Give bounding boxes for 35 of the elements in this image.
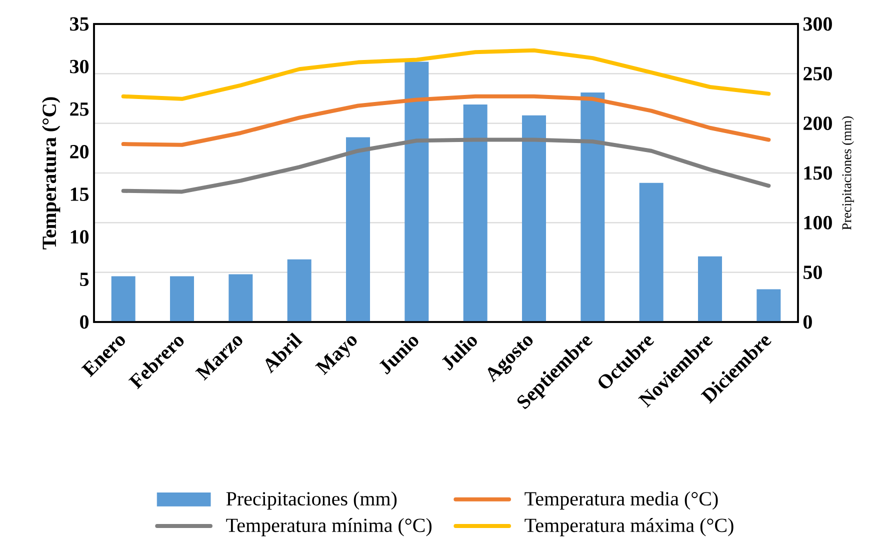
bar — [346, 137, 370, 322]
y-tick-label: 5 — [80, 272, 89, 286]
y2-tick-label: 150 — [804, 166, 832, 180]
legend-label: Temperatura media (°C) — [524, 491, 718, 510]
bar — [228, 274, 253, 322]
legend-label: Temperatura mínima (°C) — [226, 518, 432, 536]
y-tick-label: 10 — [70, 230, 89, 244]
y-tick-label: 35 — [70, 17, 89, 31]
bar — [756, 289, 781, 322]
line-series — [121, 138, 771, 194]
bar — [111, 276, 136, 322]
bar — [639, 182, 664, 322]
y2-tick-label: 0 — [803, 315, 812, 329]
y-tick-label: 30 — [70, 60, 89, 74]
y2-tick-label: 200 — [804, 116, 832, 130]
y-tick-label: 0 — [80, 315, 89, 329]
y-tick-label: 15 — [70, 188, 89, 201]
line-series — [121, 94, 771, 147]
y2-tick-label: 100 — [804, 216, 832, 230]
bar — [287, 259, 312, 322]
bar — [522, 115, 546, 322]
legend-label: Temperatura máxima (°C) — [524, 518, 734, 536]
bar — [580, 92, 605, 322]
y2-tick-label: 250 — [804, 66, 832, 80]
y-axis-title: Temperatura (°C) — [42, 97, 60, 250]
bar — [170, 276, 194, 322]
y2-tick-label: 50 — [804, 266, 822, 280]
legend-label: Precipitaciones (mm) — [226, 491, 397, 510]
bar — [698, 256, 722, 322]
y-tick-label: 20 — [70, 144, 89, 158]
bar — [404, 62, 429, 322]
bar — [463, 104, 488, 322]
y2-tick-label: 300 — [803, 17, 832, 31]
y2-axis-title: Precipitaciones (mm) — [842, 116, 854, 230]
y-tick-label: 25 — [70, 102, 89, 116]
